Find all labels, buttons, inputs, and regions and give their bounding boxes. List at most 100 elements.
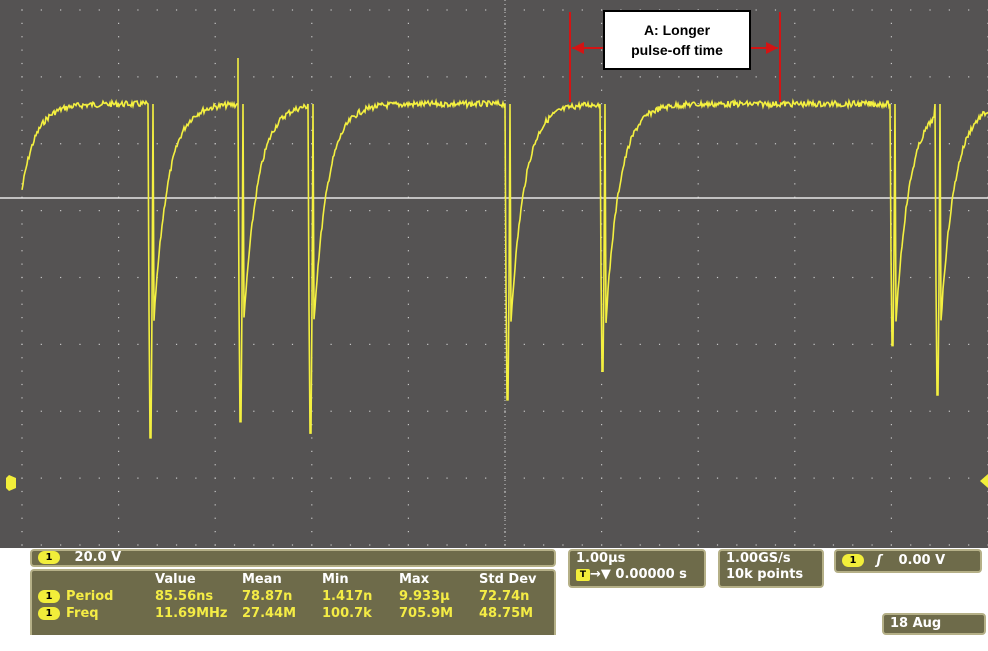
- grid-dot: [697, 183, 699, 185]
- grid-dot: [929, 276, 931, 279]
- grid-dot: [697, 223, 699, 225]
- grid-dot: [349, 76, 352, 78]
- grid-dot: [195, 9, 197, 11]
- grid-dot: [794, 143, 796, 145]
- grid-dot: [543, 76, 545, 78]
- grid-dot: [40, 9, 42, 11]
- grid-dot: [214, 383, 216, 386]
- timebase-panel[interactable]: 1.00μs T →▼ 0.00000 s: [568, 549, 706, 588]
- grid-dot: [601, 531, 603, 533]
- grid-dot: [968, 210, 970, 212]
- grid-dot: [813, 276, 815, 279]
- grid-dot: [890, 490, 892, 493]
- grid-dot: [272, 544, 274, 546]
- grid-dot: [407, 290, 409, 292]
- grid-dot: [311, 36, 313, 38]
- trigger-level-value: 0.00 V: [898, 553, 946, 568]
- grid-dot: [330, 410, 332, 412]
- grid-dot: [794, 517, 796, 519]
- grid-dot: [562, 410, 564, 412]
- grid-dot: [910, 477, 912, 479]
- grid-dot: [407, 544, 409, 546]
- grid-dot: [98, 343, 100, 345]
- grid-dot: [697, 424, 699, 426]
- grid-dot: [407, 397, 409, 399]
- grid-dot: [21, 357, 23, 359]
- grid-dot: [697, 103, 699, 105]
- grid-dot: [639, 410, 641, 412]
- grid-dot: [137, 210, 139, 212]
- grid-dot: [349, 544, 352, 546]
- grid-dot: [21, 49, 23, 51]
- grid-dot: [21, 370, 23, 372]
- grid-dot: [543, 9, 545, 11]
- grid-dot: [291, 143, 294, 145]
- grid-dot: [601, 450, 603, 452]
- grid-dot: [890, 450, 892, 452]
- grid-dot: [156, 210, 158, 212]
- grid-dot: [156, 9, 158, 11]
- grid-dot: [407, 357, 409, 359]
- grid-dot: [832, 544, 835, 546]
- grid-dot: [407, 317, 409, 319]
- grid-dot: [910, 544, 912, 546]
- grid-dot: [21, 303, 23, 305]
- grid-dot: [21, 276, 23, 279]
- channel-scale-panel[interactable]: 1 20.0 V: [30, 549, 556, 567]
- grid-dot: [349, 9, 352, 11]
- grid-dot: [118, 490, 120, 493]
- measurements-panel[interactable]: Value Mean Min Max Std Dev 1 Period 85.5…: [30, 569, 556, 635]
- grid-dot: [523, 343, 525, 345]
- grid-dot: [21, 223, 23, 225]
- grid-dot: [794, 223, 796, 225]
- grid-dot: [697, 437, 699, 439]
- grid-dot: [794, 129, 796, 131]
- grid-dot: [465, 544, 467, 546]
- grid-dot: [504, 517, 506, 519]
- grid-dot: [485, 343, 487, 345]
- grid-dot: [620, 76, 622, 78]
- grid-dot: [601, 9, 603, 11]
- grid-dot: [175, 276, 178, 279]
- grid-dot: [774, 76, 777, 78]
- grid-dot: [291, 343, 294, 345]
- grid-dot: [311, 129, 313, 131]
- grid-dot: [794, 276, 796, 279]
- grid-dot: [794, 250, 796, 252]
- grid-dot: [21, 36, 23, 38]
- acquisition-panel[interactable]: 1.00GS/s 10k points: [718, 549, 824, 588]
- grid-dot: [118, 397, 120, 399]
- grid-dot: [485, 276, 487, 279]
- grid-dot: [369, 477, 371, 479]
- grid-dot: [890, 9, 892, 11]
- grid-dot: [118, 357, 120, 359]
- grid-dot: [794, 9, 796, 11]
- grid-dot: [311, 156, 313, 158]
- ground-marker-icon[interactable]: [6, 475, 16, 491]
- grid-dot: [755, 143, 757, 145]
- grid-dot: [21, 169, 23, 172]
- meas-period-max: 9.933μ: [399, 589, 450, 604]
- trigger-source-badge: 1: [842, 554, 864, 567]
- grid-dot: [137, 276, 139, 279]
- grid-dot: [601, 544, 603, 546]
- trigger-panel[interactable]: 1 ʃ 0.00 V: [834, 549, 982, 573]
- grid-dot: [427, 477, 429, 479]
- trigger-level-marker-icon[interactable]: [980, 474, 988, 488]
- grid-dot: [195, 410, 197, 412]
- grid-dot: [388, 477, 390, 479]
- grid-dot: [504, 22, 506, 24]
- grid-dot: [446, 477, 448, 479]
- grid-dot: [871, 76, 873, 78]
- grid-dot: [968, 276, 970, 279]
- grid-dot: [118, 317, 120, 319]
- grid-dot: [427, 9, 429, 11]
- grid-dot: [311, 143, 313, 145]
- grid-dot: [620, 276, 622, 279]
- grid-dot: [948, 477, 950, 479]
- grid-dot: [79, 143, 81, 145]
- grid-dot: [504, 410, 506, 412]
- grid-dot: [427, 410, 429, 412]
- grid-dot: [407, 196, 409, 198]
- arrow-right-icon: [766, 42, 778, 54]
